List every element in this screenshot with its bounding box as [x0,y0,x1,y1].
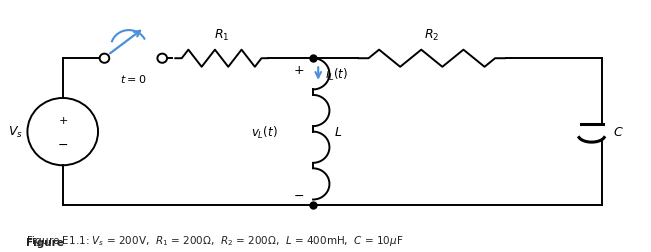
Text: Figure: Figure [26,237,64,247]
Text: $-$: $-$ [294,188,305,201]
Text: $C$: $C$ [613,125,624,139]
Text: $v_L(t)$: $v_L(t)$ [251,124,278,140]
Text: $+$: $+$ [294,64,305,76]
Text: $V_s$: $V_s$ [8,124,23,140]
Text: $t = 0$: $t = 0$ [120,72,146,84]
Text: $+$: $+$ [58,114,68,125]
Text: $-$: $-$ [57,138,68,151]
Text: $R_2$: $R_2$ [424,28,439,43]
Text: $R_1$: $R_1$ [214,28,229,43]
Circle shape [158,54,167,64]
Text: Figure E1.1: $V_s$ = 200V,  $R_1$ = 200$\Omega$,  $R_2$ = 200$\Omega$,  $L$ = 40: Figure E1.1: $V_s$ = 200V, $R_1$ = 200$\… [26,233,404,247]
Circle shape [100,54,109,64]
Text: $i_L(t)$: $i_L(t)$ [325,66,348,82]
Text: $L$: $L$ [333,125,342,139]
